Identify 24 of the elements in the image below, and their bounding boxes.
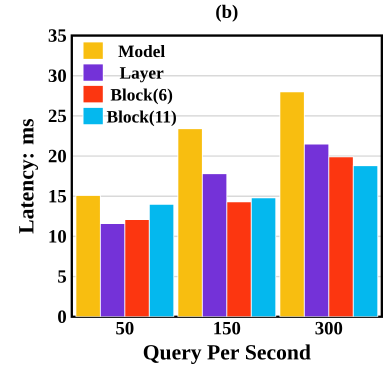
bar (226, 201, 252, 317)
x-tick-label: 150 (214, 322, 240, 335)
legend-label: Model (118, 45, 165, 58)
chart-title: (b) (216, 4, 238, 22)
legend-label: Layer (120, 67, 164, 82)
y-tick-label: 25 (48, 110, 66, 122)
y-tick-label: 10 (49, 230, 66, 243)
y-tick-label: 30 (48, 69, 66, 82)
bar (124, 219, 150, 317)
y-tick-label: 35 (48, 29, 66, 42)
bar (328, 156, 354, 317)
bar (148, 204, 174, 317)
x-axis-title: Query Per Second (144, 344, 311, 364)
legend-label: Block(11) (106, 110, 176, 126)
y-tick-label: 0 (58, 310, 66, 324)
x-tick-label: 50 (116, 322, 134, 335)
x-tick-label: 300 (315, 322, 342, 335)
legend-label: Block(6) (110, 88, 172, 104)
y-axis-title: Latency: ms (19, 119, 38, 234)
y-tick-label: 5 (58, 270, 66, 283)
bar (250, 197, 276, 317)
y-tick-label: 20 (48, 150, 66, 162)
y-tick-label: 15 (49, 190, 66, 203)
bar (352, 165, 378, 317)
